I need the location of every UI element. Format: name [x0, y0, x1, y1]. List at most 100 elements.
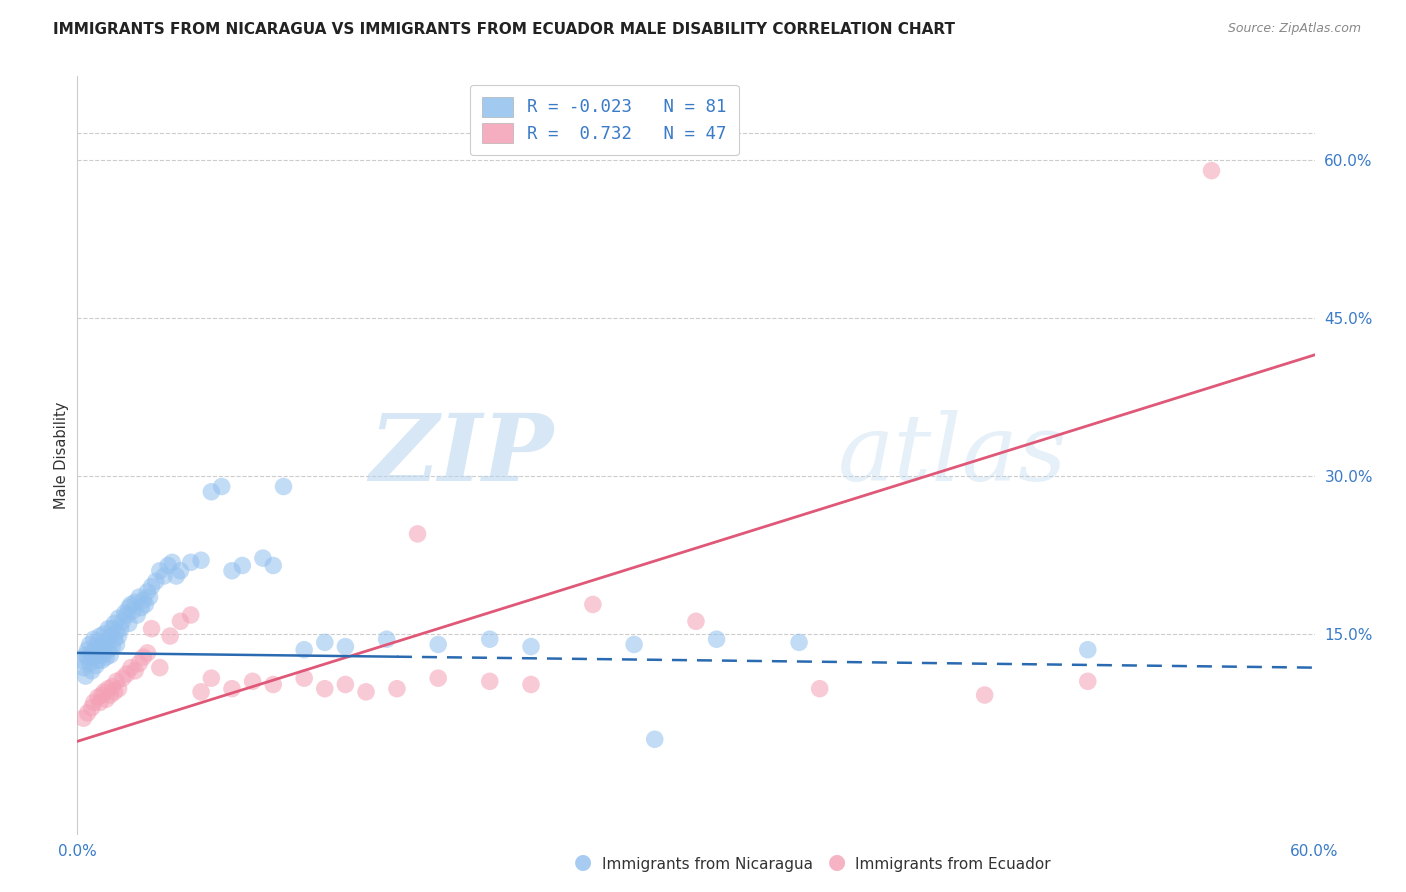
Point — [385, 681, 408, 696]
Text: Source: ZipAtlas.com: Source: ZipAtlas.com — [1227, 22, 1361, 36]
Point — [101, 640, 124, 654]
Point — [110, 622, 132, 636]
Point — [335, 640, 357, 654]
Point — [80, 664, 103, 678]
Text: ●: ● — [575, 853, 592, 872]
Point — [138, 590, 160, 604]
Point — [136, 646, 159, 660]
Point — [242, 674, 264, 689]
Point — [124, 664, 146, 678]
Point — [273, 479, 295, 493]
Point — [406, 527, 429, 541]
Point — [190, 685, 212, 699]
Point — [75, 648, 97, 662]
Point — [105, 674, 128, 689]
Point — [105, 637, 128, 651]
Point — [427, 671, 450, 685]
Point — [623, 637, 645, 651]
Point — [91, 640, 114, 654]
Point — [83, 695, 105, 709]
Point — [169, 564, 191, 578]
Point — [973, 688, 995, 702]
Point — [221, 681, 243, 696]
Point — [101, 622, 124, 636]
Point — [75, 669, 97, 683]
Point — [520, 640, 543, 654]
Point — [153, 569, 176, 583]
Point — [114, 606, 136, 620]
Point — [97, 622, 120, 636]
Point — [292, 671, 315, 685]
Point — [231, 558, 253, 573]
Point — [101, 680, 124, 694]
Point — [89, 648, 111, 662]
Point — [134, 598, 156, 612]
Point — [262, 558, 284, 573]
Point — [644, 732, 666, 747]
Point — [103, 632, 125, 647]
Point — [335, 677, 357, 691]
Point — [141, 622, 163, 636]
Point — [706, 632, 728, 647]
Point — [72, 660, 94, 674]
Point — [79, 657, 101, 671]
Point — [91, 653, 114, 667]
Point — [478, 674, 501, 689]
Point — [87, 634, 110, 648]
Point — [169, 615, 191, 629]
Point — [93, 646, 115, 660]
Point — [221, 564, 243, 578]
Point — [105, 624, 128, 639]
Y-axis label: Male Disability: Male Disability — [53, 401, 69, 508]
Point — [97, 642, 120, 657]
Point — [107, 611, 129, 625]
Point — [96, 635, 118, 649]
Point — [129, 600, 152, 615]
Point — [160, 555, 183, 569]
Point — [145, 574, 167, 589]
Point — [93, 685, 115, 699]
Point — [97, 681, 120, 696]
Text: atlas: atlas — [838, 410, 1067, 500]
Point — [314, 635, 336, 649]
Point — [120, 660, 142, 674]
Point — [115, 607, 138, 622]
Point — [76, 706, 98, 720]
Point — [427, 637, 450, 651]
Point — [478, 632, 501, 647]
Point — [118, 616, 141, 631]
Point — [103, 685, 125, 699]
Point — [111, 615, 134, 629]
Point — [103, 616, 125, 631]
Point — [76, 650, 98, 665]
Point — [165, 569, 187, 583]
Point — [111, 671, 134, 685]
Point — [80, 700, 103, 714]
Point — [292, 642, 315, 657]
Point — [787, 635, 810, 649]
Point — [375, 632, 398, 647]
Point — [128, 657, 150, 671]
Point — [252, 551, 274, 566]
Text: IMMIGRANTS FROM NICARAGUA VS IMMIGRANTS FROM ECUADOR MALE DISABILITY CORRELATION: IMMIGRANTS FROM NICARAGUA VS IMMIGRANTS … — [53, 22, 956, 37]
Point — [89, 695, 111, 709]
Point — [127, 607, 149, 622]
Point — [76, 642, 98, 657]
Legend: R = -0.023   N = 81, R =  0.732   N = 47: R = -0.023 N = 81, R = 0.732 N = 47 — [470, 85, 738, 155]
Point — [87, 653, 110, 667]
Point — [80, 646, 103, 660]
Point — [1077, 674, 1099, 689]
Point — [122, 604, 145, 618]
Point — [89, 629, 111, 643]
Text: Immigrants from Nicaragua: Immigrants from Nicaragua — [602, 857, 813, 872]
Point — [96, 650, 118, 665]
Point — [180, 607, 202, 622]
Point — [685, 615, 707, 629]
Point — [128, 590, 150, 604]
Point — [107, 681, 129, 696]
Point — [98, 688, 121, 702]
Point — [79, 637, 101, 651]
Text: Immigrants from Ecuador: Immigrants from Ecuador — [855, 857, 1050, 872]
Point — [200, 484, 222, 499]
Point — [132, 593, 155, 607]
